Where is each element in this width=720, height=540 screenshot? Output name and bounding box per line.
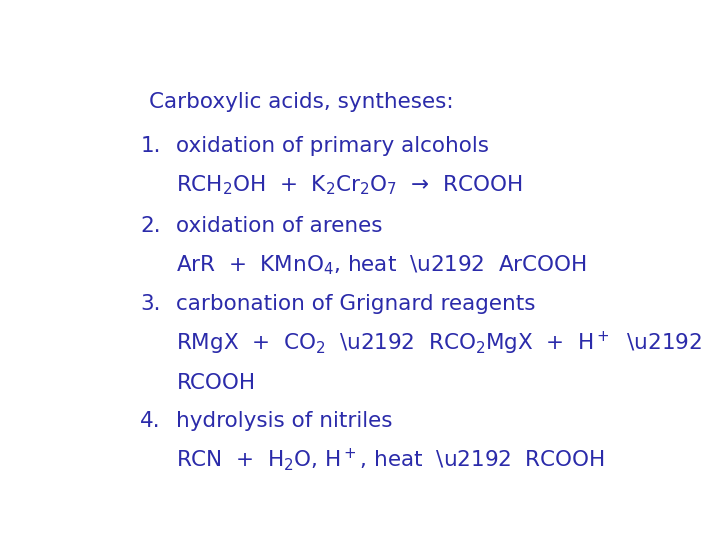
Text: hydrolysis of nitriles: hydrolysis of nitriles [176, 411, 393, 431]
Text: oxidation of primary alcohols: oxidation of primary alcohols [176, 136, 490, 156]
Text: ArR  +  KMnO$_4$, heat  \u2192  ArCOOH: ArR + KMnO$_4$, heat \u2192 ArCOOH [176, 254, 587, 278]
Text: Carboxylic acids, syntheses:: Carboxylic acids, syntheses: [148, 92, 453, 112]
Text: 3.: 3. [140, 294, 161, 314]
Text: RCN  +  H$_2$O, H$^+$, heat  \u2192  RCOOH: RCN + H$_2$O, H$^+$, heat \u2192 RCOOH [176, 447, 605, 474]
Text: 2.: 2. [140, 217, 161, 237]
Text: oxidation of arenes: oxidation of arenes [176, 217, 383, 237]
Text: $\mathregular{RCH_2OH}$  +  $\mathregular{K_2Cr_2O_7}$  →  RCOOH: $\mathregular{RCH_2OH}$ + $\mathregular{… [176, 174, 523, 197]
Text: carbonation of Grignard reagents: carbonation of Grignard reagents [176, 294, 536, 314]
Text: RMgX  +  CO$_2$  \u2192  RCO$_2$MgX  +  H$^+$  \u2192: RMgX + CO$_2$ \u2192 RCO$_2$MgX + H$^+$ … [176, 329, 703, 356]
Text: RCOOH: RCOOH [176, 373, 256, 393]
Text: 1.: 1. [140, 136, 161, 156]
Text: 4.: 4. [140, 411, 161, 431]
